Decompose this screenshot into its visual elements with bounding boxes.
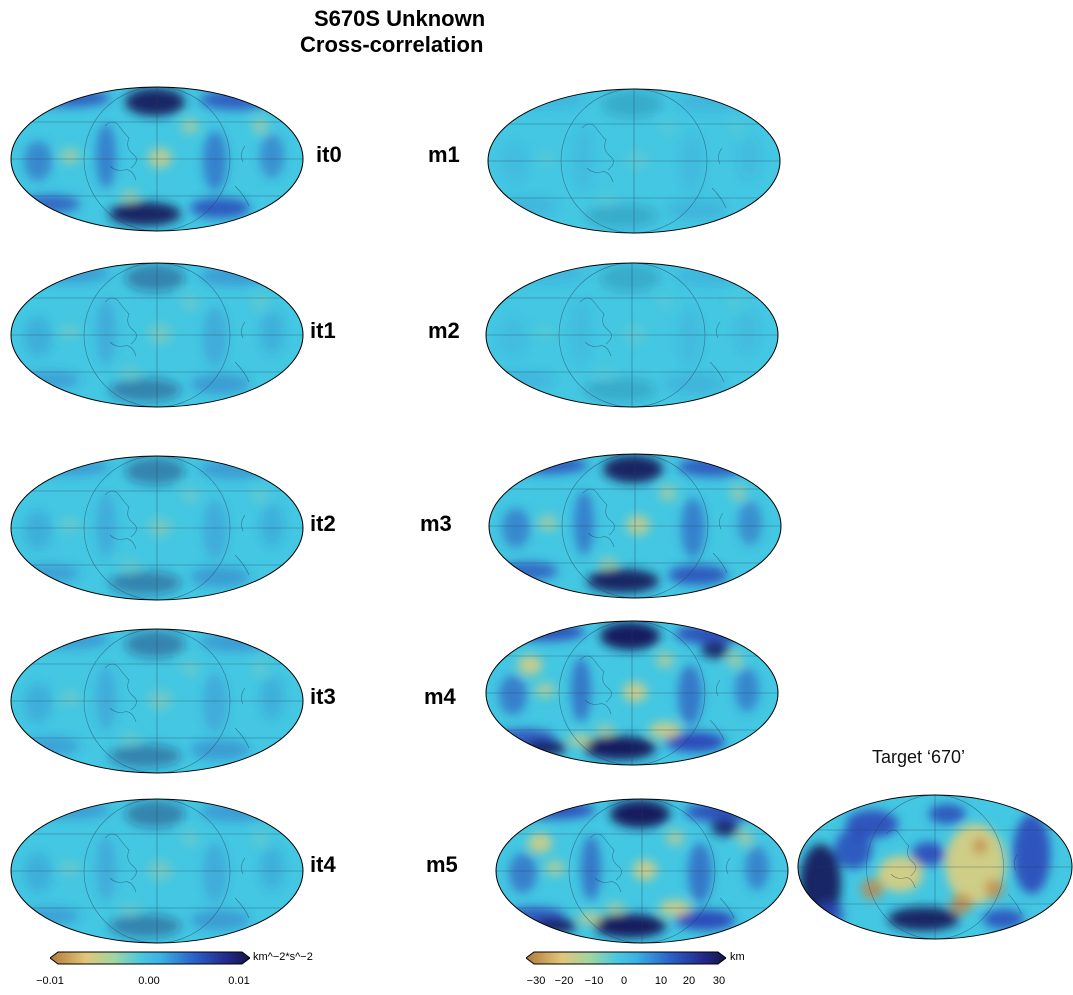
label-m3: m3 (420, 511, 452, 536)
map-m1 (487, 88, 781, 234)
map-it3 (10, 628, 304, 774)
colorbar-right-tick: 20 (682, 975, 696, 987)
label-m2: m2 (428, 318, 460, 343)
label-it4: it4 (310, 852, 336, 877)
map-m2 (485, 262, 779, 408)
map-it2 (10, 455, 304, 601)
map-target (797, 794, 1073, 940)
map-it0 (10, 86, 304, 232)
colorbar-left-tick: 0.00 (138, 975, 160, 987)
colorbar-right-tick: 30 (712, 975, 726, 987)
title-line-2: Cross-correlation (300, 32, 484, 57)
label-m4: m4 (424, 684, 456, 709)
label-it0: it0 (316, 142, 342, 167)
target-title: Target ‘670’ (872, 747, 966, 767)
colorbar-right-tick: 10 (654, 975, 668, 987)
colorbar-right-tick: −10 (584, 975, 604, 987)
colorbar-right-tick: −30 (526, 975, 546, 987)
label-it3: it3 (310, 684, 336, 709)
label-m1: m1 (428, 142, 460, 167)
colorbar-right-unit: km (730, 951, 745, 963)
colorbar-left-unit: km^−2*s^−2 (253, 951, 313, 963)
colorbar-right-tick: −20 (554, 975, 574, 987)
label-m5: m5 (426, 852, 458, 877)
colorbar-left-tick: −0.01 (36, 975, 64, 987)
map-m5 (495, 798, 789, 944)
map-m3 (488, 453, 782, 599)
colorbar-right-tick: 0 (620, 975, 628, 987)
figure-title: S670S Unknown Cross-correlation (300, 6, 485, 58)
colorbar-right (526, 951, 726, 965)
map-it4 (10, 798, 304, 944)
map-it1 (10, 262, 304, 408)
label-it1: it1 (310, 318, 336, 343)
map-m4 (485, 620, 779, 766)
colorbar-left (50, 951, 250, 965)
label-it2: it2 (310, 511, 336, 536)
title-line-1: S670S Unknown (314, 6, 486, 31)
colorbar-left-tick: 0.01 (228, 975, 250, 987)
